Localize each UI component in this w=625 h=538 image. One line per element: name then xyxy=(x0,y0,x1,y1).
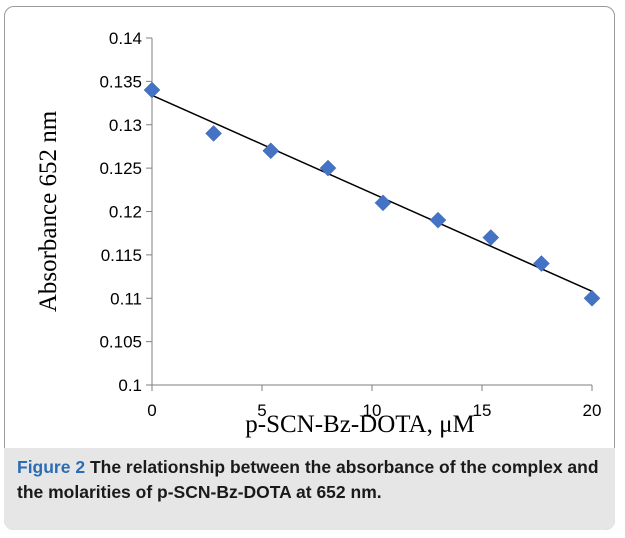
y-tick-label: 0.105 xyxy=(99,333,142,352)
data-point xyxy=(482,229,500,246)
data-point xyxy=(429,211,447,229)
y-axis-title: Absorbance 652 nm xyxy=(35,110,62,312)
data-point xyxy=(262,142,280,160)
x-tick-labels: 0 5 10 15 20 xyxy=(147,401,601,420)
y-tick-label: 0.1 xyxy=(118,376,142,395)
x-axis-title: p-SCN-Bz-DOTA, μM xyxy=(245,411,474,438)
x-tick-label: 10 xyxy=(363,401,382,420)
figure-caption-text: The relationship between the absorbance … xyxy=(17,457,599,502)
caption-band xyxy=(4,448,615,530)
y-tick-labels: 0.1 0.105 0.11 0.115 0.12 0.125 0.13 0.135 0.14 xyxy=(99,29,142,395)
y-tick-label: 0.125 xyxy=(99,159,142,178)
y-tick-label: 0.13 xyxy=(109,116,142,135)
y-tick-label: 0.135 xyxy=(99,72,142,91)
chart-axes xyxy=(146,37,593,391)
y-tick-label: 0.11 xyxy=(110,289,142,308)
trendline xyxy=(151,94,593,292)
data-point xyxy=(319,159,337,177)
data-point xyxy=(374,194,392,212)
x-tick-label: 20 xyxy=(583,401,602,420)
trendline-layer xyxy=(151,94,593,292)
data-point xyxy=(533,255,550,272)
data-point xyxy=(143,81,161,99)
y-tick-label: 0.14 xyxy=(109,29,142,48)
data-point xyxy=(583,289,601,307)
figure-caption: Figure 2 The relationship between the ab… xyxy=(17,455,607,505)
y-tick-label: 0.115 xyxy=(101,246,142,265)
x-tick-label: 0 xyxy=(147,401,156,420)
figure-frame xyxy=(4,6,615,530)
figure-label: Figure 2 xyxy=(17,457,86,477)
x-tick-label: 15 xyxy=(473,401,492,420)
data-points xyxy=(143,81,601,307)
y-tick-label: 0.12 xyxy=(109,203,142,222)
data-point xyxy=(205,125,222,142)
x-tick-label: 5 xyxy=(257,401,266,420)
